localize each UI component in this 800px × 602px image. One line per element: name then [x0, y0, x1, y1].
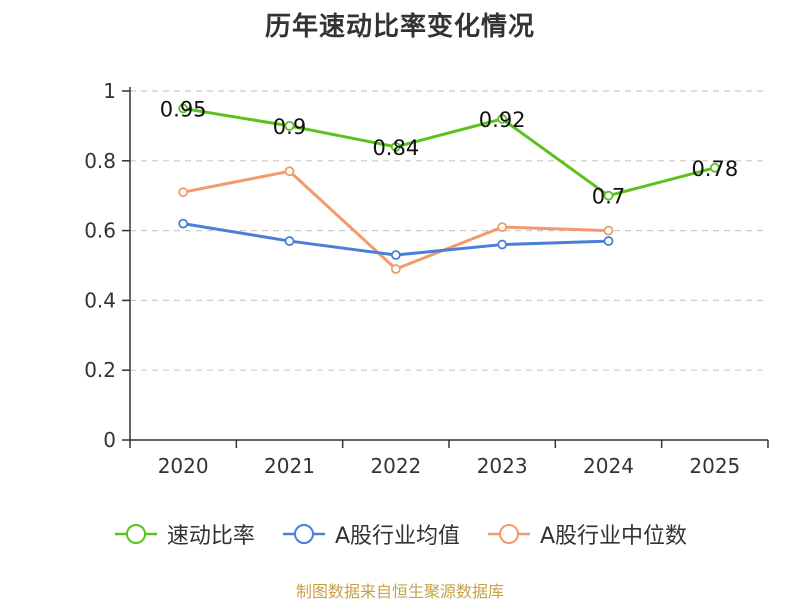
- data-label: 0.95: [160, 97, 207, 121]
- data-label: 0.92: [479, 108, 526, 132]
- data-point: [178, 187, 189, 198]
- x-tick-label: 2021: [264, 454, 315, 478]
- data-point: [497, 222, 508, 233]
- data-label: 0.9: [273, 115, 306, 139]
- data-point: [390, 250, 401, 260]
- data-point: [284, 121, 295, 131]
- data-label: 0.7: [592, 185, 625, 209]
- y-tick-label: 0.6: [84, 219, 116, 243]
- data-point: [603, 225, 614, 236]
- chart-title: 历年速动比率变化情况: [264, 12, 535, 42]
- y-tick-label: 0.2: [84, 358, 116, 382]
- data-labels: 0.95 0.9 0.84 0.92 0.7 0.78: [160, 97, 738, 208]
- legend-marker-icon: [488, 524, 530, 544]
- legend-label: 速动比率: [166, 524, 255, 549]
- y-tick-label: 0: [103, 428, 116, 452]
- x-tick-label: 2025: [689, 454, 740, 478]
- legend-marker-icon: [114, 524, 157, 544]
- series-line-0: [182, 106, 716, 198]
- legend-item[interactable]: 速动比率: [113, 518, 255, 550]
- gridlines: [130, 90, 768, 371]
- legend-item[interactable]: A股行业均值: [281, 518, 460, 550]
- data-point: [390, 141, 401, 152]
- x-tick-label: 2024: [583, 454, 634, 478]
- x-tick-label: 2022: [370, 454, 421, 478]
- legend-label: A股行业均值: [334, 524, 460, 549]
- legend-marker-icon: [282, 524, 325, 544]
- data-label: 0.84: [372, 136, 419, 160]
- data-point: [284, 236, 295, 246]
- legend: 速动比率 A股行业均值 A股行业中位数: [0, 518, 800, 550]
- y-tick-label: 0.8: [84, 149, 116, 173]
- data-point: [709, 162, 720, 173]
- data-label: 0.78: [691, 157, 738, 181]
- axes: 0 0.2 0.4 0.6 0.8 1 2020 2021 2022 2023 2024 2025: [84, 79, 769, 478]
- legend-item[interactable]: A股行业中位数: [486, 518, 687, 550]
- legend-label: A股行业中位数: [540, 524, 688, 549]
- y-tick-label: 1: [103, 79, 116, 103]
- x-tick-label: 2023: [477, 454, 528, 478]
- data-point: [284, 166, 295, 177]
- data-point: [603, 236, 614, 246]
- series: [178, 103, 720, 274]
- source-note: 制图数据来自恒生聚源数据库: [295, 582, 504, 601]
- data-point: [390, 264, 401, 274]
- data-point: [178, 103, 189, 114]
- x-tick-label: 2020: [158, 454, 209, 478]
- data-point: [497, 114, 508, 124]
- data-point: [497, 239, 508, 250]
- data-point: [603, 190, 614, 201]
- y-tick-label: 0.4: [84, 288, 116, 312]
- data-point: [178, 218, 189, 229]
